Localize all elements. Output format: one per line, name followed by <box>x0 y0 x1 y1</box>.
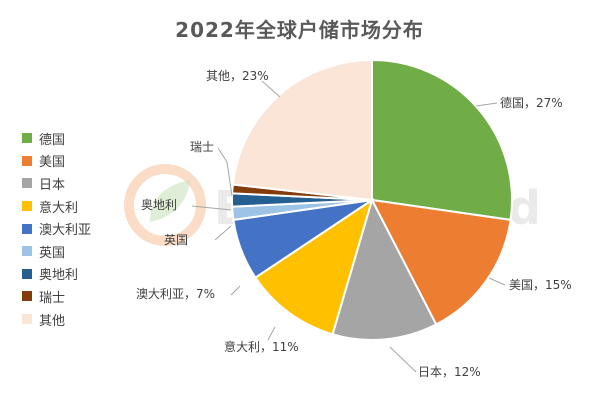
legend-item: 美国 <box>22 150 91 173</box>
leader-line-8 <box>261 80 281 98</box>
data-label-0: 德国，27% <box>500 95 563 110</box>
pie-slice-3 <box>254 197 374 336</box>
leader-line-7 <box>217 147 233 197</box>
data-label-5: 英国 <box>164 233 188 247</box>
legend-swatch <box>22 246 32 257</box>
legend-label: 美国 <box>39 155 66 171</box>
legend-item: 澳大利亚 <box>22 217 91 240</box>
leader-line-1 <box>488 277 506 286</box>
legend-item: 德国 <box>22 127 91 150</box>
pie-slice-1 <box>370 198 512 326</box>
leader-line-4 <box>230 285 241 296</box>
legend-swatch <box>22 314 32 325</box>
legend-item: 英国 <box>22 240 91 263</box>
legend-swatch <box>22 223 32 234</box>
legend-label: 日本 <box>39 177 66 193</box>
legend-item: 其他 <box>22 308 91 331</box>
data-labels: 德国，27% 美国，15% 日本，12% 意大利，11% 澳大利亚，7% 英国 奥地利 瑞士 其… <box>136 69 572 379</box>
legend-swatch <box>22 291 32 302</box>
pie-slice-0 <box>371 58 514 222</box>
legend: 德国美国日本意大利澳大利亚英国奥地利瑞士其他 <box>22 127 91 330</box>
legend-swatch <box>22 178 32 189</box>
legend-swatch <box>22 155 32 166</box>
watermark-ring-icon <box>124 164 206 246</box>
pie-slices <box>231 58 514 341</box>
leader-lines <box>191 80 506 373</box>
legend-item: 瑞士 <box>22 285 91 308</box>
legend-label: 德国 <box>39 132 66 148</box>
legend-swatch <box>22 133 32 144</box>
data-label-3: 意大利，11% <box>224 339 299 354</box>
watermark-leaf-icon <box>150 180 190 222</box>
data-label-1: 美国，15% <box>509 278 572 292</box>
leader-line-6 <box>191 205 232 211</box>
legend-swatch <box>22 268 32 279</box>
legend-item: 奥地利 <box>22 263 91 286</box>
leader-line-5 <box>214 225 232 241</box>
legend-item: 意大利 <box>22 195 91 218</box>
legend-label: 英国 <box>39 245 66 261</box>
data-label-4: 澳大利亚，7% <box>136 287 215 301</box>
leader-line-2 <box>389 346 417 373</box>
legend-label: 意大利 <box>39 200 79 216</box>
pie-slice-2 <box>331 197 438 341</box>
legend-label: 瑞士 <box>39 290 66 306</box>
legend-label: 澳大利亚 <box>39 223 92 239</box>
data-label-8: 其他，23% <box>206 69 269 83</box>
legend-swatch <box>22 201 32 212</box>
legend-label: 奥地利 <box>39 268 79 284</box>
legend-label: 其他 <box>39 313 66 329</box>
data-label-6: 奥地利 <box>141 198 177 212</box>
data-label-7: 瑞士 <box>190 140 214 154</box>
leader-line-3 <box>267 326 276 341</box>
leader-line-0 <box>475 102 498 107</box>
chart-title: 2022年全球户储市场分布 <box>175 18 424 42</box>
legend-item: 日本 <box>22 172 91 195</box>
data-label-2: 日本，12% <box>418 365 481 379</box>
